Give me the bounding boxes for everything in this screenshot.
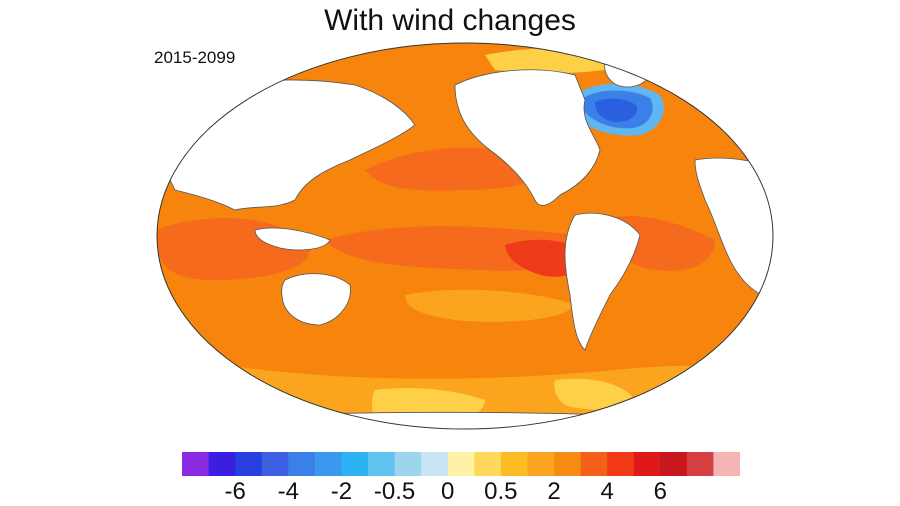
colorbar-bin-4 (288, 452, 316, 476)
colorbar-tick-label: 0 (441, 478, 455, 505)
land-south-america (564, 212, 641, 351)
colorbar-bin-18 (660, 452, 688, 476)
colorbar-bin-16 (607, 452, 635, 476)
colorbar-tick-label: -6 (224, 478, 246, 505)
colorbar-bin-11 (474, 452, 502, 476)
colorbar-bin-13 (527, 452, 555, 476)
world-map (156, 42, 774, 430)
colorbar-bin-6 (341, 452, 369, 476)
colorbar-bin-0 (182, 452, 210, 476)
colorbar (182, 452, 740, 476)
colorbar-bin-7 (368, 452, 396, 476)
light-band-weddell (554, 378, 635, 410)
colorbar-bin-12 (500, 452, 528, 476)
colorbar-bin-20 (713, 452, 740, 476)
colorbar-tick-label: 2 (547, 478, 561, 505)
colorbar-bin-5 (314, 452, 342, 476)
colorbar-tick-label: 0.5 (484, 478, 518, 505)
colorbar-bin-15 (580, 452, 608, 476)
period-label: 2015-2099 (154, 48, 236, 67)
cool-band-south-pacific (405, 289, 575, 322)
colorbar-bin-9 (421, 452, 449, 476)
light-band-arctic (485, 48, 625, 74)
colorbar-bin-8 (394, 452, 422, 476)
colorbar-tick-label: 4 (600, 478, 614, 505)
land-australia (281, 273, 351, 326)
figure-title: With wind changes (324, 4, 576, 37)
land-north-america (454, 69, 601, 206)
colorbar-bin-2 (235, 452, 263, 476)
colorbar-bin-3 (261, 452, 289, 476)
colorbar-tick-label: -2 (330, 478, 353, 505)
colorbar-bin-19 (686, 452, 714, 476)
colorbar-bin-1 (208, 452, 236, 476)
colorbar-tick-label: 6 (653, 478, 667, 505)
colorbar-bin-17 (633, 452, 661, 476)
colorbar-tick-label: -4 (277, 478, 299, 505)
globe-outline (156, 42, 774, 430)
colorbar-bin-14 (554, 452, 582, 476)
cold-blob-core (595, 98, 638, 122)
colorbar-bin-10 (447, 452, 475, 476)
land-maritime-continent (254, 227, 331, 251)
colorbar-tick-label: -0.5 (373, 478, 416, 505)
warm-band-north-pacific (365, 147, 541, 191)
